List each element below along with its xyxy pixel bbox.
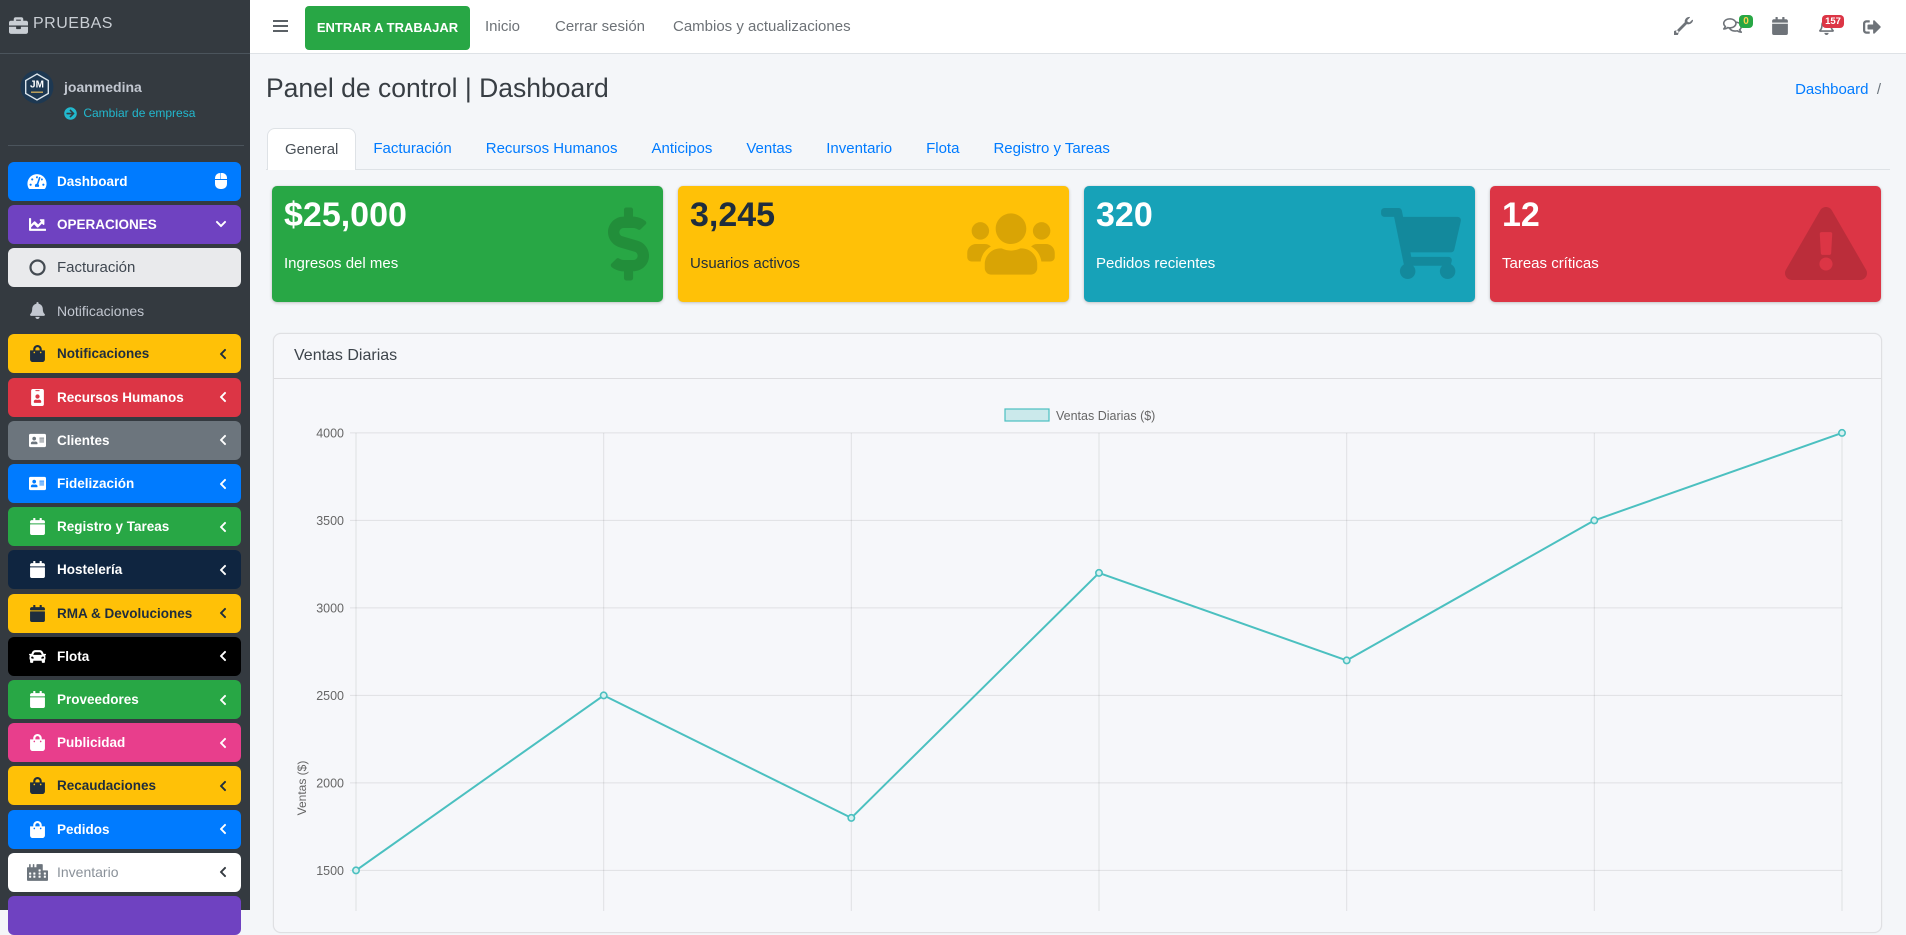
svg-text:JM: JM [30,80,44,91]
svg-text:3000: 3000 [316,601,344,615]
svg-text:2000: 2000 [316,776,344,790]
svg-text:2500: 2500 [316,689,344,703]
svg-text:1500: 1500 [316,864,344,878]
svg-text:4000: 4000 [316,426,344,440]
svg-text:3500: 3500 [316,514,344,528]
svg-text:Ventas ($): Ventas ($) [295,761,309,816]
svg-text:Ventas Diarias ($): Ventas Diarias ($) [1056,409,1155,423]
